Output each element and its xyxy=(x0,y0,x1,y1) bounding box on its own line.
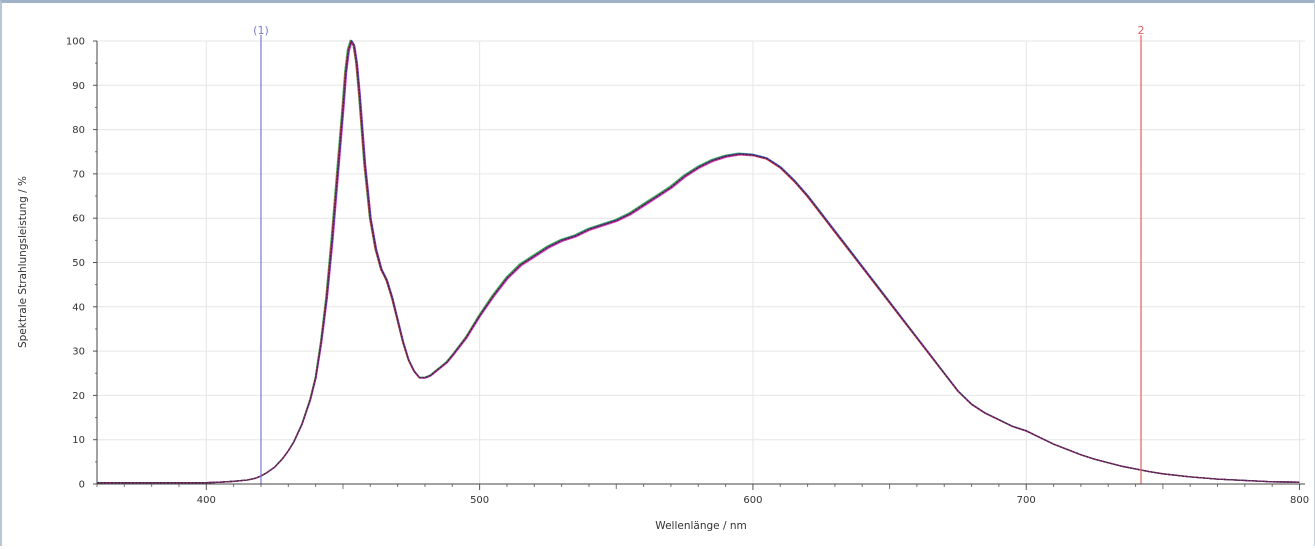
grid-lines xyxy=(97,40,1305,485)
y-tick-label: 20 xyxy=(72,391,85,402)
x-tick-label: 600 xyxy=(743,495,762,506)
y-tick-label: 30 xyxy=(72,347,85,358)
y-axis-title: Spektrale Strahlungsleistung / % xyxy=(17,176,29,348)
cursor-label: (1) xyxy=(253,24,269,37)
cursor-markers: (1) 2 xyxy=(253,24,1145,484)
spectral-curves xyxy=(97,39,1300,484)
x-tick-label: 400 xyxy=(197,495,216,506)
y-tick-label: 0 xyxy=(79,480,85,491)
y-tick-label: 40 xyxy=(72,302,85,313)
axes: 0 10 20 30 40 50 60 70 80 90 100 400 500 600 700 800 xyxy=(66,37,1309,507)
x-tick-label: 800 xyxy=(1290,495,1309,506)
y-tick-label: 10 xyxy=(72,435,85,446)
y-tick-label: 50 xyxy=(72,258,85,269)
x-axis-title: Wellenlänge / nm xyxy=(655,520,746,532)
y-tick-label: 70 xyxy=(72,169,85,180)
x-tick-label: 500 xyxy=(470,495,489,506)
y-tick-label: 100 xyxy=(66,37,85,48)
y-tick-label: 90 xyxy=(72,81,85,92)
spectrum-line xyxy=(97,40,1300,484)
y-tick-label: 60 xyxy=(72,214,85,225)
spectrum-chart: (1) 2 0 10 20 30 40 50 60 70 80 90 100 400 500 600 700 8… xyxy=(17,24,1309,532)
cursor-label: 2 xyxy=(1138,24,1145,37)
x-tick-label: 700 xyxy=(1017,495,1036,506)
y-tick-label: 80 xyxy=(72,125,85,136)
